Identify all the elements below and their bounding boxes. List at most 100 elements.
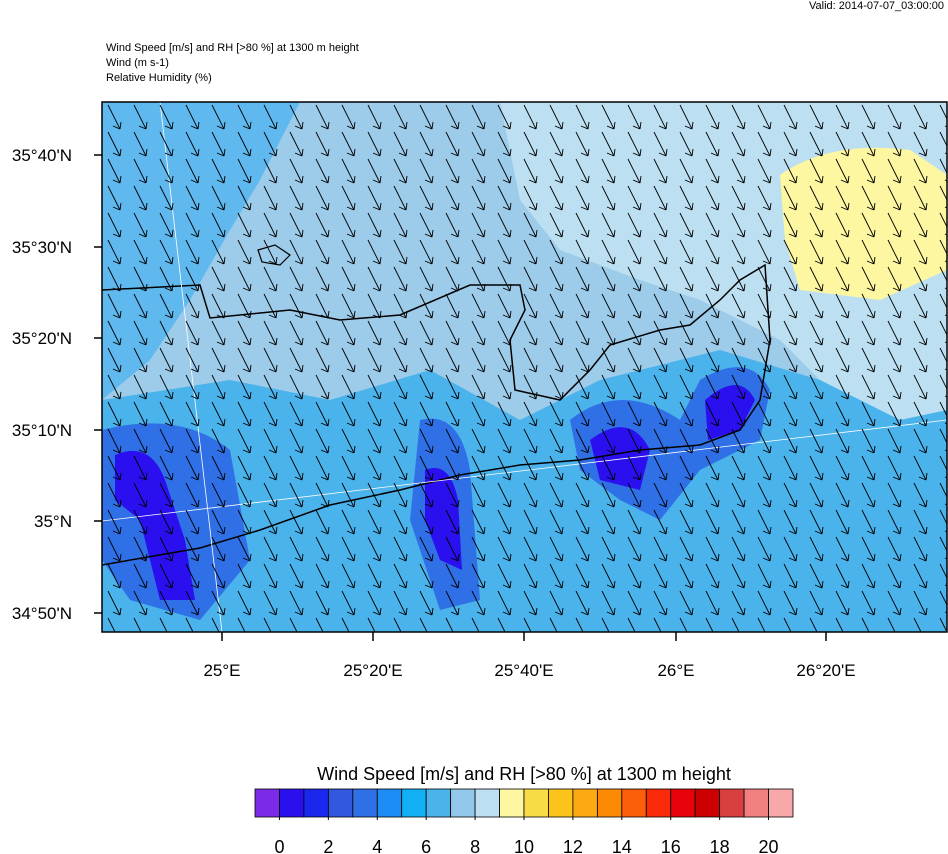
- wind-arrow: [419, 239, 434, 265]
- wind-arrow: [783, 374, 798, 400]
- wind-arrow: [835, 401, 850, 427]
- wind-arrow: [939, 266, 947, 290]
- wind-arrow: [159, 239, 174, 265]
- wind-arrow: [835, 347, 850, 373]
- island: [257, 244, 291, 266]
- wind-arrow: [211, 428, 226, 454]
- wind-arrow: [835, 212, 850, 238]
- wind-arrow: [549, 590, 564, 616]
- wind-arrow: [211, 401, 226, 427]
- wind-arrow: [887, 401, 902, 427]
- wind-arrow: [445, 536, 460, 562]
- wind-arrow: [809, 239, 824, 265]
- wind-arrow: [393, 617, 402, 632]
- wind-arrow: [107, 374, 122, 400]
- wind-arrow: [835, 374, 850, 400]
- wind-arrow: [445, 374, 460, 400]
- wind-arrow: [731, 266, 746, 292]
- wind-arrow: [549, 428, 564, 454]
- colorbar-box: [670, 788, 696, 818]
- wind-arrow: [627, 590, 642, 616]
- wind-arrow: [653, 293, 668, 319]
- wind-arrow: [835, 617, 844, 632]
- wind-arrow: [887, 293, 902, 319]
- wind-arrow: [913, 266, 928, 292]
- wind-arrow: [237, 212, 252, 238]
- wind-arrow: [419, 293, 434, 319]
- wind-arrow: [237, 536, 252, 562]
- wind-arrow: [757, 509, 772, 535]
- wind-arrow: [523, 374, 538, 400]
- wind-arrow: [367, 590, 382, 616]
- wind-arrow: [341, 158, 356, 184]
- wind-arrow: [887, 320, 902, 346]
- wind-arrow: [445, 347, 460, 373]
- lat-label: 34°50'N: [12, 604, 72, 623]
- wind-arrow: [341, 185, 356, 211]
- wind-arrow: [653, 320, 668, 346]
- wind-arrow: [315, 563, 330, 589]
- wind-arrow: [627, 266, 642, 292]
- wind-arrow: [237, 131, 252, 157]
- wind-arrow: [289, 563, 304, 589]
- wind-arrow: [263, 212, 278, 238]
- wind-arrow: [289, 266, 304, 292]
- wind-arrow: [289, 509, 304, 535]
- wind-arrow: [289, 185, 304, 211]
- wind-arrow: [627, 401, 642, 427]
- wind-arrow: [705, 536, 720, 562]
- wind-arrow: [341, 482, 356, 508]
- wind-arrow: [653, 266, 668, 292]
- wind-arrow: [939, 104, 947, 128]
- wind-arrow: [237, 320, 252, 346]
- wind-arrow: [809, 401, 824, 427]
- wind-arrow: [653, 617, 662, 632]
- wind-arrow: [237, 158, 252, 184]
- wind-arrow: [419, 158, 434, 184]
- wind-arrow: [757, 239, 772, 265]
- wind-arrow: [471, 239, 486, 265]
- wind-arrow: [601, 158, 616, 184]
- wind-arrow: [913, 455, 928, 481]
- wind-arrow: [471, 131, 486, 157]
- wind-arrow: [731, 104, 746, 130]
- wind-arrow: [341, 590, 356, 616]
- wind-arrow: [237, 104, 252, 130]
- wind-arrow: [367, 374, 382, 400]
- wind-arrow: [861, 455, 876, 481]
- wind-arrow: [809, 320, 824, 346]
- wind-arrow: [783, 131, 798, 157]
- colorbar-box: [694, 788, 721, 818]
- wind-arrow: [861, 374, 876, 400]
- colorbar-box: [303, 788, 329, 818]
- wind-arrow: [731, 563, 746, 589]
- lat-label: 35°20'N: [12, 329, 72, 348]
- wind-arrow: [757, 428, 772, 454]
- wind-arrow: [107, 320, 122, 346]
- wind-arrow: [237, 428, 252, 454]
- wind-arrow: [549, 293, 564, 319]
- wind-arrow: [601, 617, 610, 632]
- colorbar-box: [327, 788, 354, 818]
- wind-arrow: [185, 212, 200, 238]
- wind-arrow: [679, 617, 688, 632]
- wind-arrow: [809, 563, 824, 589]
- wind-arrow: [133, 590, 148, 616]
- wind-arrow: [705, 293, 720, 319]
- wind-arrow: [211, 509, 226, 535]
- wind-arrow: [809, 455, 824, 481]
- wind-arrow: [627, 239, 642, 265]
- wind-arrow: [653, 536, 668, 562]
- wind-arrow: [679, 320, 694, 346]
- colorbar: Wind Speed [m/s] and RH [>80 %] at 1300 …: [254, 764, 794, 854]
- wind-arrow: [367, 293, 382, 319]
- wind-arrow: [159, 131, 174, 157]
- colorbar-label: 0: [274, 837, 284, 854]
- wind-arrow: [185, 320, 200, 346]
- wind-arrow: [523, 320, 538, 346]
- wind-arrow: [809, 374, 824, 400]
- wind-arrow: [471, 185, 486, 211]
- wind-arrow: [861, 617, 870, 632]
- wind-arrow: [471, 104, 486, 130]
- wind-arrow: [549, 266, 564, 292]
